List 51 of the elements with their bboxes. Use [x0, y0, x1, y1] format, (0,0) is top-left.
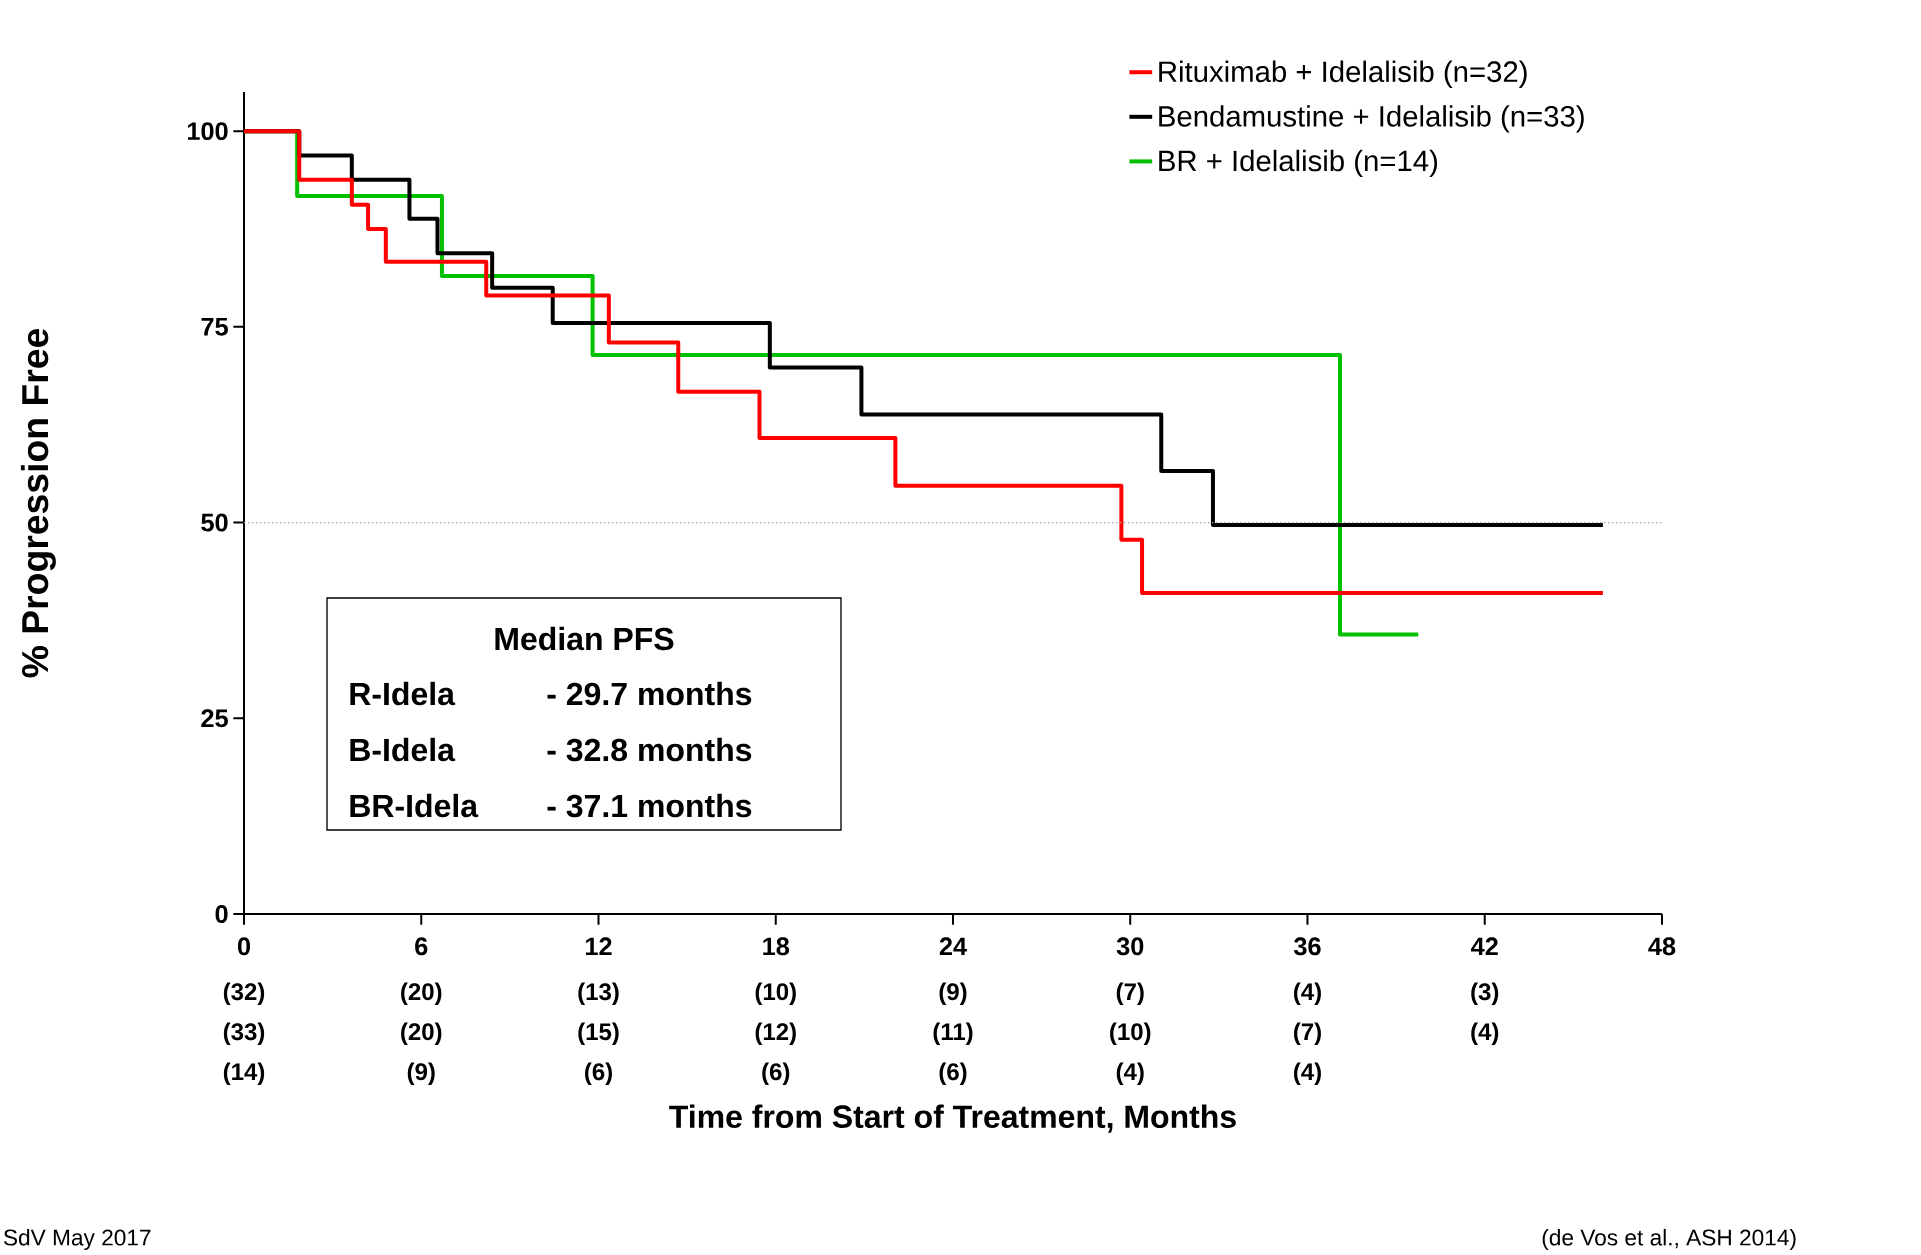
annotation: - 37.1 months: [547, 793, 752, 818]
y-tick-label: 75: [201, 318, 228, 336]
x-axis-title: Time from Start of Treatment, Months: [669, 1104, 1236, 1133]
x-tick-label: 30: [1116, 937, 1144, 956]
text: (4): [1471, 1022, 1499, 1045]
legend-label: BR + Idelalisib (n=14): [1159, 149, 1438, 178]
text: (4): [1294, 982, 1321, 1005]
y-tick-label: 50: [201, 513, 228, 532]
y-axis-title: % Progression Free: [20, 328, 56, 678]
text: (10): [755, 982, 796, 1005]
y-tick-label: 25: [201, 709, 228, 728]
x-tick-label: 24: [939, 937, 967, 956]
text: (13): [578, 982, 619, 1005]
text: (32): [223, 982, 265, 1005]
text: (14): [223, 1062, 265, 1085]
text: (6): [762, 1062, 790, 1085]
x-tick-label: 36: [1293, 937, 1321, 956]
annotation: R-Idela: [350, 681, 456, 706]
text: (9): [407, 1062, 435, 1085]
text: (11): [933, 1022, 973, 1045]
text: (33): [223, 1022, 265, 1045]
legend-label: Bendamustine + Idelalisib (n=33): [1159, 105, 1584, 133]
x-tick-label: 0: [237, 937, 251, 956]
text: SdV May 2017: [3, 1228, 151, 1251]
annotation: - 29.7 months: [547, 681, 752, 706]
annotation: - 32.8 months: [547, 737, 752, 762]
text: (10): [1110, 1022, 1151, 1045]
text: (20): [401, 982, 442, 1005]
text: (6): [585, 1062, 612, 1085]
text: (4): [1116, 1062, 1144, 1085]
x-tick-label: 48: [1648, 937, 1676, 956]
annotation: B-Idela: [350, 737, 456, 762]
text: (4): [1294, 1062, 1321, 1085]
annotation: BR-Idela: [350, 793, 479, 818]
text: (7): [1116, 982, 1144, 1005]
y-tick-label: 100: [187, 122, 228, 141]
text: (20): [401, 1022, 442, 1045]
y-tick-label: 0: [215, 905, 228, 923]
text: (6): [939, 1062, 967, 1085]
text: (15): [578, 1022, 619, 1045]
text: (3): [1471, 982, 1499, 1005]
text: (12): [755, 1022, 796, 1045]
x-tick-label: 18: [763, 937, 790, 956]
x-tick-label: 6: [415, 937, 428, 956]
x-tick-label: 42: [1471, 937, 1498, 956]
legend-label: Rituximab + Idelalisib (n=32): [1159, 60, 1527, 88]
x-tick-label: 12: [586, 937, 612, 956]
annotation: Median PFS: [495, 626, 674, 651]
text: (de Vos et al., ASH 2014): [1542, 1228, 1796, 1251]
text: (7): [1294, 1022, 1321, 1045]
text: (9): [939, 982, 967, 1005]
